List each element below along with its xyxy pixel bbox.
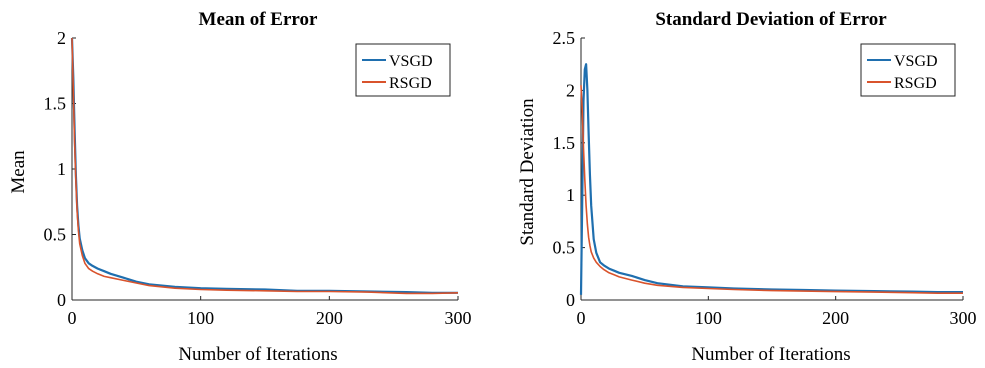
- y-axis-label: Standard Deviation: [517, 98, 538, 246]
- y-tick-label: 0: [57, 290, 66, 310]
- y-tick-label: 1: [57, 159, 66, 179]
- x-tick-label: 200: [822, 308, 849, 328]
- y-tick-label: 1.5: [44, 94, 67, 114]
- x-axis-label: Number of Iterations: [691, 344, 850, 365]
- legend-label: RSGD: [389, 75, 432, 92]
- x-tick-label: 300: [445, 308, 472, 328]
- series-line-rsgd: [71, 37, 459, 295]
- y-tick-label: 0: [566, 290, 575, 310]
- y-tick-label: 2: [57, 28, 66, 48]
- chart-standard-deviation-of-error: Standard Deviation of Error Number of It…: [517, 9, 977, 365]
- plot-area: 0 100 200 300 0 0.5 1 1.5 2 VSGD RSGD: [44, 28, 472, 328]
- y-tick-label: 2.5: [553, 28, 576, 48]
- plot-area: 0 100 200 300 0 0.5 1 1.5 2 2.5 VSGD RSGD: [553, 28, 977, 328]
- series-line-rsgd: [580, 85, 963, 295]
- legend-label: VSGD: [894, 53, 938, 70]
- series-line-vsgd: [579, 63, 963, 295]
- legend-box: [355, 43, 451, 97]
- x-tick-label: 100: [187, 308, 214, 328]
- x-tick-label: 0: [68, 308, 77, 328]
- legend-label: RSGD: [894, 75, 937, 92]
- y-tick-label: 0.5: [44, 225, 67, 245]
- y-tick-label: 0.5: [553, 238, 576, 258]
- legend: VSGD RSGD: [355, 43, 451, 97]
- legend-box: [860, 43, 956, 97]
- x-tick-label: 100: [695, 308, 722, 328]
- y-tick-label: 2: [566, 80, 575, 100]
- x-axis-label: Number of Iterations: [178, 344, 337, 365]
- y-axis-label: Mean: [8, 150, 29, 194]
- x-tick-label: 200: [316, 308, 343, 328]
- x-tick-label: 300: [950, 308, 977, 328]
- x-tick-label: 0: [577, 308, 586, 328]
- chart-mean-of-error: Mean of Error Number of Iterations Mean …: [8, 9, 472, 365]
- legend: VSGD RSGD: [860, 43, 956, 97]
- y-tick-label: 1: [566, 185, 575, 205]
- chart-title: Standard Deviation of Error: [655, 9, 887, 30]
- chart-title: Mean of Error: [199, 9, 318, 30]
- y-tick-label: 1.5: [553, 133, 576, 153]
- legend-label: VSGD: [389, 53, 433, 70]
